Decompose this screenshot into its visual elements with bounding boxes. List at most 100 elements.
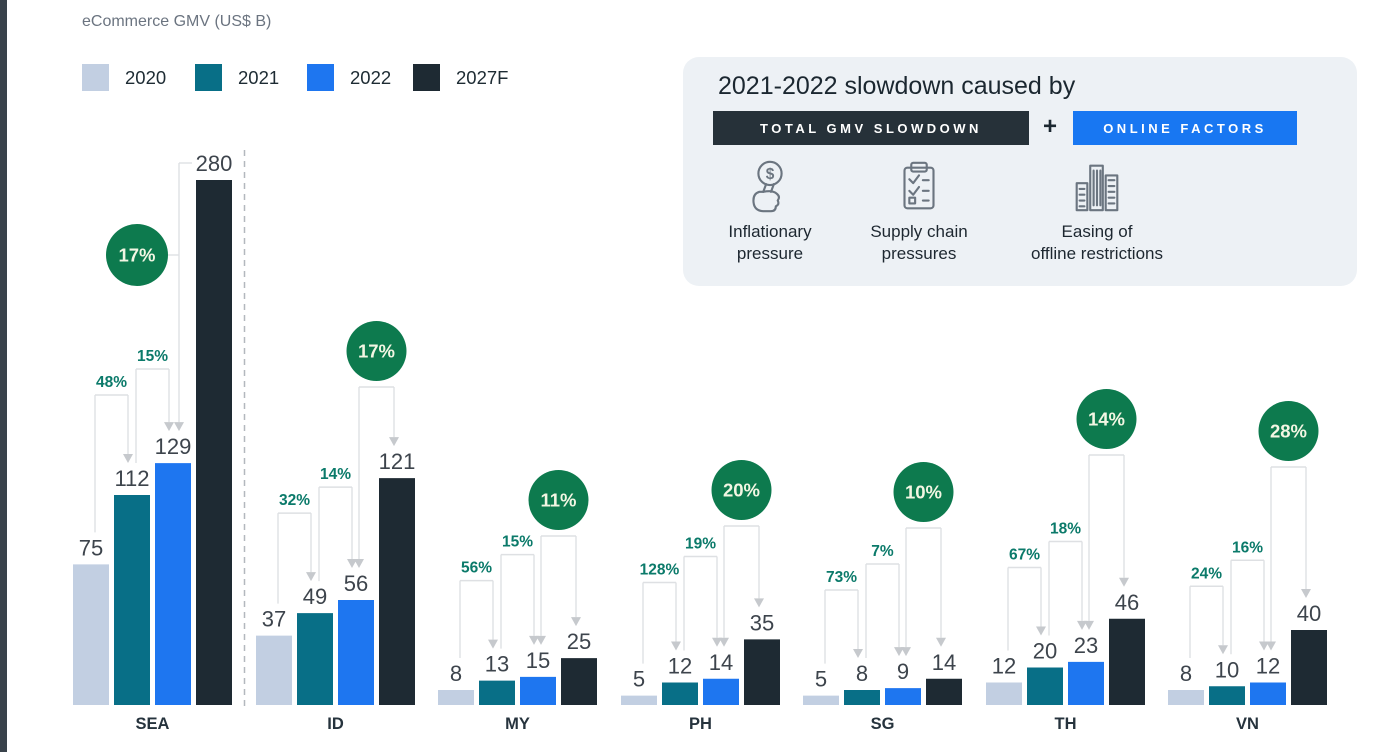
factor-inflationary-pressure: $ Inflationary pressure — [690, 157, 850, 265]
bar-value-label: 20 — [1033, 639, 1057, 664]
bar-value-label: 13 — [485, 652, 509, 677]
legend-label-2021: 2021 — [238, 66, 280, 88]
growth-bracket-2020-2021: 56% — [459, 560, 498, 658]
online-factors-badge: ONLINE FACTORS — [1073, 111, 1297, 145]
legend-swatch-2027f — [413, 64, 440, 91]
bar-VN-2020 — [1168, 690, 1204, 705]
cagr-percent-label: 17% — [118, 245, 155, 266]
bar-value-label: 10 — [1215, 657, 1239, 682]
category-label-SEA: SEA — [136, 715, 170, 733]
bar-value-label: 23 — [1074, 633, 1098, 658]
bar-PH-2020 — [621, 695, 657, 705]
bar-value-label: 5 — [815, 667, 827, 692]
growth-percent-label: 73% — [826, 569, 857, 586]
legend-label-2022: 2022 — [350, 66, 392, 88]
cagr-badge-ID: 17% — [346, 321, 407, 568]
arrow-down-icon — [712, 637, 722, 647]
growth-bracket-2020-2021: 67% — [1007, 547, 1046, 651]
bar-value-label: 5 — [633, 667, 645, 692]
bar-value-label: 129 — [155, 434, 192, 459]
inflation-hand-dollar-icon: $ — [752, 160, 783, 213]
factor-label: Easing of offline restrictions — [1031, 222, 1163, 264]
cagr-percent-label: 17% — [358, 341, 395, 362]
growth-bracket-2021-2022: 15% — [500, 534, 539, 649]
arrow-down-icon — [389, 437, 399, 447]
arrow-down-icon — [306, 572, 316, 582]
bar-SEA-2021 — [114, 495, 150, 705]
growth-bracket-2021-2022: 7% — [865, 543, 904, 658]
bar-value-label: 37 — [262, 607, 286, 632]
panel-title: 2021-2022 slowdown caused by — [718, 72, 1076, 100]
cagr-circle — [893, 462, 954, 522]
growth-percent-label: 128% — [640, 562, 680, 579]
legend-item-2022: 2022 — [307, 64, 391, 91]
arrow-down-icon — [571, 617, 581, 627]
plus-sign: + — [1042, 113, 1057, 140]
arrow-down-icon — [1036, 626, 1046, 636]
arrow-down-icon — [347, 559, 357, 568]
supply-chain-checklist-icon — [903, 161, 935, 210]
bar-TH-2021 — [1027, 667, 1063, 705]
bar-value-label: 35 — [750, 610, 774, 635]
chart-title: eCommerce GMV (US$ B) — [82, 13, 272, 30]
bar-value-label: 14 — [932, 650, 956, 675]
cagr-badge-VN: 28% — [1258, 401, 1319, 651]
arrow-down-icon — [488, 639, 498, 649]
category-label-MY: MY — [505, 715, 530, 733]
bar-ID-2022 — [338, 600, 374, 705]
growth-bracket-2020-2021: 128% — [640, 562, 681, 664]
growth-percent-label: 18% — [1050, 521, 1081, 538]
category-label-PH: PH — [689, 715, 712, 733]
bar-ID-2027F — [379, 478, 415, 705]
cagr-circle — [1076, 389, 1137, 449]
bar-value-label: 15 — [526, 648, 550, 673]
cagr-badge-MY: 11% — [528, 470, 589, 645]
cagr-percent-label: 11% — [540, 490, 576, 511]
bar-value-label: 75 — [79, 535, 103, 560]
cagr-badge-PH: 20% — [711, 460, 772, 647]
arrow-down-icon — [754, 598, 764, 608]
growth-percent-label: 67% — [1009, 547, 1040, 564]
arrow-down-icon — [901, 647, 911, 657]
bar-value-label: 121 — [379, 449, 416, 474]
bar-value-label: 12 — [1256, 654, 1280, 679]
growth-percent-label: 7% — [871, 543, 894, 560]
bar-value-label: 14 — [709, 650, 733, 675]
bar-SG-2021 — [844, 690, 880, 705]
category-label-ID: ID — [327, 715, 344, 733]
factor-label: Inflationary pressure — [728, 222, 812, 264]
bar-value-label: 112 — [114, 466, 149, 491]
bar-MY-2027F — [561, 658, 597, 705]
category-label-TH: TH — [1055, 715, 1077, 733]
legend-swatch-2020 — [82, 64, 109, 91]
bar-value-label: 280 — [196, 151, 233, 176]
cagr-badge-SEA: 17% — [106, 162, 192, 432]
arrow-down-icon — [671, 641, 681, 651]
bar-SEA-2027F — [196, 180, 232, 705]
bar-TH-2022 — [1068, 661, 1104, 705]
cagr-circle — [346, 321, 407, 381]
total-gmv-slowdown-badge: TOTAL GMV SLOWDOWN — [713, 111, 1029, 145]
cagr-badge-TH: 14% — [1076, 389, 1137, 630]
legend-item-2020: 2020 — [82, 64, 166, 91]
growth-bracket-2021-2022: 16% — [1230, 539, 1269, 655]
bar-PH-2021 — [662, 682, 698, 705]
bar-value-label: 12 — [992, 654, 1016, 679]
cagr-percent-label: 14% — [1088, 409, 1125, 430]
bar-VN-2027F — [1291, 630, 1327, 705]
cagr-circle — [1258, 401, 1319, 461]
bar-TH-2020 — [986, 682, 1022, 705]
bar-value-label: 56 — [344, 571, 368, 596]
arrow-down-icon — [1077, 620, 1087, 630]
factor-easing-offline-restrictions: Easing of offline restrictions — [1001, 157, 1193, 265]
bar-value-label: 46 — [1115, 590, 1139, 615]
category-label-SG: SG — [871, 715, 895, 733]
growth-bracket-2020-2021: 24% — [1189, 565, 1228, 658]
arrow-down-icon — [1301, 589, 1311, 598]
bar-SG-2020 — [803, 695, 839, 705]
bar-group-PH: 128% 19% 20% 5 12 14 35 PH — [621, 460, 780, 733]
arrow-down-icon — [536, 635, 546, 645]
arrow-down-icon — [1119, 577, 1129, 587]
arrow-down-icon — [354, 559, 364, 568]
